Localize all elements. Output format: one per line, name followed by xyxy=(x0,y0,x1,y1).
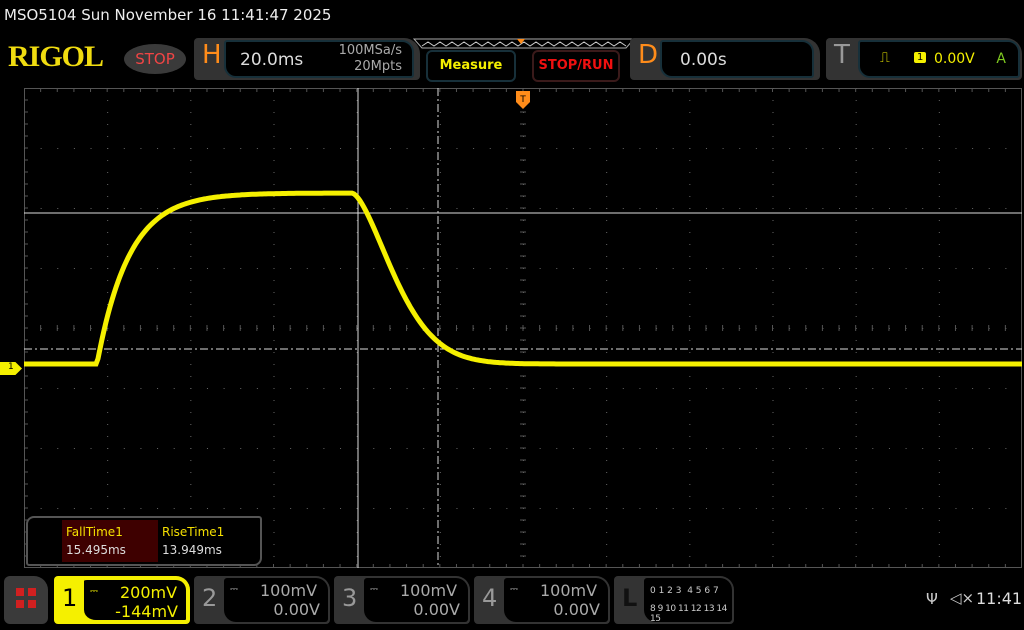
window-title: MSO5104 Sun November 16 11:41:47 2025 xyxy=(4,6,332,24)
logic-label: L xyxy=(622,584,638,612)
channel-scale: 100mV xyxy=(260,581,318,600)
channel-3-panel[interactable]: 3 ⎓ 100mV 0.00V xyxy=(334,576,470,624)
rigol-logo: RIGOL xyxy=(8,40,104,73)
measure-button[interactable]: Measure xyxy=(426,50,516,82)
trigger-label: T xyxy=(834,40,850,70)
svg-text:T: T xyxy=(519,95,526,105)
channel-number: 1 xyxy=(62,584,78,612)
channel-scale: 100mV xyxy=(540,581,598,600)
measurement-name: RiseTime1 xyxy=(162,525,225,539)
logic-channel-panel[interactable]: L 0 1 2 3 4 5 6 7 8 9 10 11 12 13 14 15 xyxy=(614,576,734,624)
channel-offset: 0.00V xyxy=(273,600,320,619)
measurement-rise-time[interactable]: RiseTime1 13.949ms xyxy=(158,520,254,562)
channel-number: 3 xyxy=(342,584,358,612)
trigger-position-marker xyxy=(517,39,525,44)
horizontal-panel[interactable]: H 20.0ms 100MSa/s 20Mpts xyxy=(194,38,420,80)
stop-run-button[interactable]: STOP/RUN xyxy=(532,50,620,82)
channel-4-panel[interactable]: 4 ⎓ 100mV 0.00V xyxy=(474,576,610,624)
channel-scale: 100mV xyxy=(400,581,458,600)
measurement-panel: FallTime1 15.495ms RiseTime1 13.949ms xyxy=(26,516,262,566)
waveform-grid[interactable] xyxy=(24,88,1022,568)
app-grid-icon xyxy=(16,588,36,608)
measurement-fall-time[interactable]: FallTime1 15.495ms xyxy=(62,520,158,562)
menu-button[interactable] xyxy=(4,576,48,624)
clock: 11:41 xyxy=(976,589,1023,608)
dc-coupling-icon: ⎓ xyxy=(230,584,238,595)
measurement-value: 13.949ms xyxy=(162,543,222,557)
channel-number: 2 xyxy=(202,584,218,612)
sample-rate: 100MSa/s xyxy=(338,43,402,58)
delay-value: 0.00s xyxy=(680,50,727,70)
channel-2-panel[interactable]: 2 ⎓ 100mV 0.00V xyxy=(194,576,330,624)
delay-panel[interactable]: D 0.00s xyxy=(630,38,820,80)
muted-speaker-icon[interactable]: ◁× xyxy=(950,589,975,607)
trigger-panel[interactable]: T ⎍ 1 0.00V A xyxy=(826,38,1022,80)
channel-number: 4 xyxy=(482,584,498,612)
channel-scale: 200mV xyxy=(120,583,178,602)
dc-coupling-icon: ⎓ xyxy=(510,584,518,595)
channel-offset: 0.00V xyxy=(413,600,460,619)
trigger-source: 1 xyxy=(914,52,927,63)
ch1-waveform xyxy=(24,190,1022,367)
run-state-badge[interactable]: STOP xyxy=(124,44,186,74)
channel-1-panel[interactable]: 1 ⎓ 200mV -144mV xyxy=(54,576,190,624)
measurement-value: 15.495ms xyxy=(66,543,126,557)
memory-depth: 20Mpts xyxy=(354,59,402,74)
dc-coupling-icon: ⎓ xyxy=(370,584,378,595)
usb-icon: Ψ xyxy=(926,590,938,608)
channel-offset: 0.00V xyxy=(553,600,600,619)
channel-offset: -144mV xyxy=(115,602,178,621)
memory-position-bar[interactable] xyxy=(412,38,636,50)
ch1-offset-marker[interactable]: 1 xyxy=(0,362,22,375)
logic-row-1: 0 1 2 3 4 5 6 7 xyxy=(650,586,719,596)
trigger-mode: A xyxy=(996,51,1006,67)
measurement-name: FallTime1 xyxy=(66,525,123,539)
trigger-position-marker-icon[interactable]: T xyxy=(515,90,531,110)
delay-label: D xyxy=(638,40,659,70)
timebase-value: 20.0ms xyxy=(240,50,304,70)
rising-edge-icon: ⎍ xyxy=(880,50,890,66)
trigger-level: 0.00V xyxy=(934,51,975,67)
dc-coupling-icon: ⎓ xyxy=(90,586,98,597)
horizontal-label: H xyxy=(202,40,222,70)
logic-row-2: 8 9 10 11 12 13 14 15 xyxy=(650,604,727,624)
